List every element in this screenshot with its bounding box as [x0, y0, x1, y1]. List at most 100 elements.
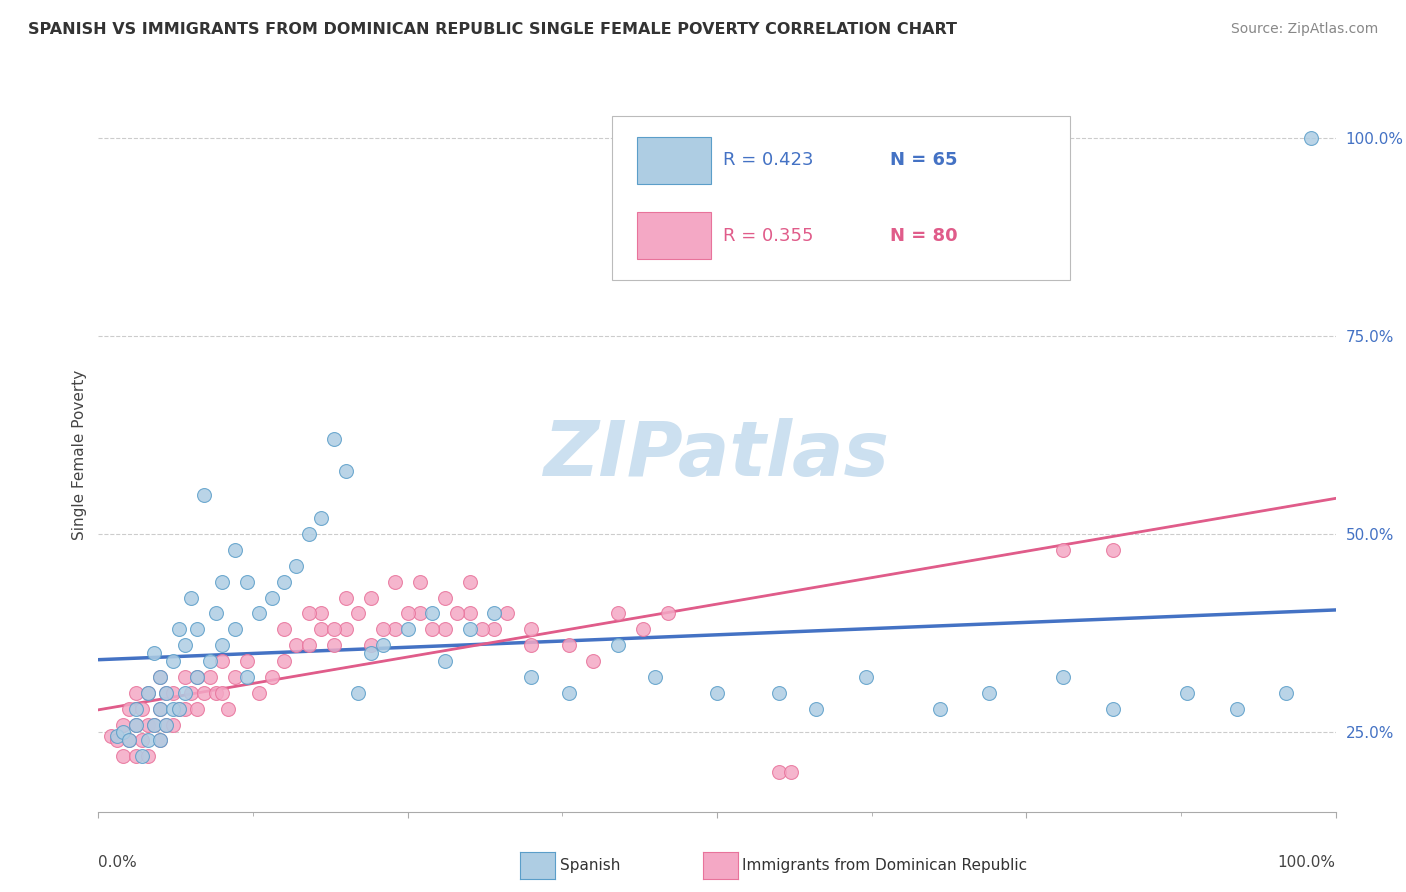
Point — [422, 623, 444, 637]
Bar — [637, 137, 711, 184]
Point — [236, 654, 259, 668]
Point — [644, 670, 666, 684]
Point — [520, 638, 543, 652]
Point — [928, 701, 950, 715]
Bar — [637, 212, 711, 259]
Text: Spanish: Spanish — [560, 858, 620, 872]
Text: ZIPatlas: ZIPatlas — [544, 418, 890, 491]
Point — [155, 686, 177, 700]
Point — [149, 701, 172, 715]
Point — [1052, 670, 1074, 684]
Text: SPANISH VS IMMIGRANTS FROM DOMINICAN REPUBLIC SINGLE FEMALE POVERTY CORRELATION : SPANISH VS IMMIGRANTS FROM DOMINICAN REP… — [28, 22, 957, 37]
Point — [520, 670, 543, 684]
Point — [124, 717, 146, 731]
Point — [484, 607, 506, 621]
Point — [149, 733, 172, 747]
Point — [167, 623, 190, 637]
Point — [224, 543, 246, 558]
Point — [706, 686, 728, 700]
Point — [371, 638, 394, 652]
Point — [322, 623, 344, 637]
Point — [409, 574, 432, 589]
Point — [136, 749, 159, 764]
Point — [1275, 686, 1298, 700]
Point — [149, 670, 172, 684]
Point — [557, 638, 579, 652]
Point — [309, 511, 332, 525]
Point — [149, 733, 172, 747]
Point — [174, 701, 197, 715]
Point — [124, 701, 146, 715]
Point — [162, 717, 184, 731]
Point — [285, 558, 308, 573]
Point — [211, 574, 233, 589]
FancyBboxPatch shape — [612, 116, 1070, 280]
Point — [112, 717, 135, 731]
Point — [322, 432, 344, 446]
Point — [105, 733, 128, 747]
Point — [1102, 543, 1125, 558]
Point — [607, 638, 630, 652]
Point — [780, 765, 803, 780]
Point — [322, 638, 344, 652]
Point — [433, 654, 456, 668]
Point — [180, 591, 202, 605]
Point — [260, 591, 283, 605]
Point — [149, 860, 172, 874]
Point — [136, 733, 159, 747]
Point — [273, 654, 295, 668]
Point — [433, 591, 456, 605]
Point — [347, 686, 370, 700]
Y-axis label: Single Female Poverty: Single Female Poverty — [72, 370, 87, 540]
Point — [124, 717, 146, 731]
Point — [198, 670, 221, 684]
Text: 0.0%: 0.0% — [98, 855, 138, 870]
Text: Immigrants from Dominican Republic: Immigrants from Dominican Republic — [742, 858, 1028, 872]
Point — [458, 574, 481, 589]
Point — [409, 607, 432, 621]
Point — [136, 686, 159, 700]
Point — [979, 686, 1001, 700]
Point — [143, 717, 166, 731]
Text: R = 0.423: R = 0.423 — [723, 152, 814, 169]
Point — [180, 686, 202, 700]
Point — [124, 749, 146, 764]
Point — [360, 638, 382, 652]
Point — [211, 638, 233, 652]
Point — [193, 686, 215, 700]
Point — [495, 607, 517, 621]
Point — [155, 686, 177, 700]
Point — [335, 591, 357, 605]
Point — [105, 730, 128, 744]
Point — [186, 670, 208, 684]
Point — [335, 464, 357, 478]
Point — [118, 733, 141, 747]
Point — [224, 623, 246, 637]
Point — [167, 701, 190, 715]
Text: N = 65: N = 65 — [890, 152, 957, 169]
Point — [607, 607, 630, 621]
Point — [162, 654, 184, 668]
Point — [143, 717, 166, 731]
Point — [247, 686, 270, 700]
Point — [174, 670, 197, 684]
Point — [384, 574, 406, 589]
Point — [422, 607, 444, 621]
Point — [155, 717, 177, 731]
Point — [433, 623, 456, 637]
Point — [149, 701, 172, 715]
Point — [136, 717, 159, 731]
Point — [162, 701, 184, 715]
Point — [100, 730, 122, 744]
Point — [236, 670, 259, 684]
Point — [205, 686, 228, 700]
Point — [162, 686, 184, 700]
Point — [309, 607, 332, 621]
Point — [384, 623, 406, 637]
Text: N = 80: N = 80 — [890, 227, 957, 244]
Point — [396, 607, 419, 621]
Point — [273, 574, 295, 589]
Point — [186, 701, 208, 715]
Point — [118, 701, 141, 715]
Point — [118, 733, 141, 747]
